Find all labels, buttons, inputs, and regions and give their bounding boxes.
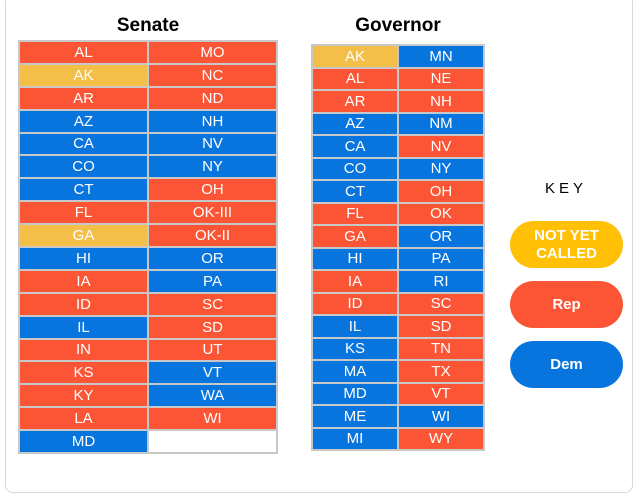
governor-cell-oh: OH: [399, 181, 483, 202]
senate-cell-az: AZ: [20, 110, 147, 132]
senate-cell-in: IN: [20, 339, 147, 361]
senate-cell-hi: HI: [20, 248, 147, 269]
senate-title: Senate: [116, 15, 180, 36]
governor-cell-ok: OK: [399, 203, 483, 224]
governor-cell-id: ID: [313, 293, 397, 314]
governor-cell-ct: CT: [313, 181, 397, 202]
governor-cell-fl: FL: [313, 203, 397, 224]
senate-cell-il: IL: [20, 316, 147, 338]
governor-cell-al: AL: [313, 68, 397, 89]
governor-cell-az: AZ: [313, 113, 397, 134]
key-dem: Dem: [510, 341, 623, 388]
governor-cell-nv: NV: [399, 136, 483, 157]
governor-cell-ny: NY: [399, 158, 483, 179]
key-rep: Rep: [510, 281, 623, 328]
senate-cell-md: MD: [20, 431, 147, 452]
governor-cell-or: OR: [399, 226, 483, 247]
senate-cell-vt: VT: [149, 362, 276, 384]
governor-cell-wy: WY: [399, 428, 483, 449]
senate-cell-co: CO: [20, 156, 147, 178]
governor-cell-co: CO: [313, 158, 397, 179]
senate-cell-ny: NY: [149, 156, 276, 178]
governor-cell-mn: MN: [399, 46, 483, 67]
senate-cell-fl: FL: [20, 202, 147, 224]
senate-cell-ks: KS: [20, 362, 147, 384]
governor-cell-ks: KS: [313, 338, 397, 359]
governor-cell-ia: IA: [313, 271, 397, 292]
governor-cell-hi: HI: [313, 248, 397, 269]
governor-cell-ca: CA: [313, 136, 397, 157]
senate-cell-id: ID: [20, 293, 147, 315]
senate-cell-pa: PA: [149, 270, 276, 292]
senate-cell-oh: OH: [149, 179, 276, 201]
senate-cell-nh: NH: [149, 110, 276, 132]
key-not-yet-called: NOT YET CALLED: [510, 221, 623, 268]
senate-cell-ga: GA: [20, 225, 147, 246]
senate-cell-ia: IA: [20, 270, 147, 292]
governor-cell-ma: MA: [313, 361, 397, 382]
senate-cell-ok-ii: OK-II: [149, 225, 276, 246]
senate-cell-mo: MO: [149, 42, 276, 63]
senate-cell-sd: SD: [149, 316, 276, 338]
senate-cell-ak: AK: [20, 64, 147, 86]
senate-cell-ky: KY: [20, 385, 147, 407]
governor-cell-tx: TX: [399, 361, 483, 382]
governor-cell-md: MD: [313, 383, 397, 404]
senate-cell-ca: CA: [20, 133, 147, 155]
senate-cell-al: AL: [20, 42, 147, 63]
governor-cell-ne: NE: [399, 68, 483, 89]
key-title: KEY: [544, 180, 587, 197]
senate-cell-wi: WI: [149, 408, 276, 430]
governor-table: AK MN AL NE AR NH AZ NM CA NV CO NY CT OH FL OK GA OR HI PA…: [311, 44, 485, 451]
senate-cell-ut: UT: [149, 339, 276, 361]
governor-cell-ri: RI: [399, 271, 483, 292]
governor-cell-nh: NH: [399, 91, 483, 112]
senate-table: AL MO AK NC AR ND AZ NH CA NV CO NY CT OH FL OK-III GA OK…: [18, 40, 278, 454]
governor-cell-sd: SD: [399, 316, 483, 337]
senate-cell-nv: NV: [149, 133, 276, 155]
governor-cell-nm: NM: [399, 113, 483, 134]
senate-cell-la: LA: [20, 408, 147, 430]
governor-cell-me: ME: [313, 406, 397, 427]
governor-cell-mi: MI: [313, 428, 397, 449]
governor-title: Governor: [355, 15, 441, 36]
governor-cell-ga: GA: [313, 226, 397, 247]
governor-cell-il: IL: [313, 316, 397, 337]
senate-cell-ct: CT: [20, 179, 147, 201]
senate-cell-wa: WA: [149, 385, 276, 407]
governor-cell-pa: PA: [399, 248, 483, 269]
governor-cell-ar: AR: [313, 91, 397, 112]
senate-cell-or: OR: [149, 248, 276, 269]
senate-cell-nd: ND: [149, 87, 276, 109]
senate-cell-ok-iii: OK-III: [149, 202, 276, 224]
governor-cell-sc: SC: [399, 293, 483, 314]
governor-cell-tn: TN: [399, 338, 483, 359]
senate-cell-sc: SC: [149, 293, 276, 315]
senate-cell-empty: [149, 431, 276, 452]
senate-cell-nc: NC: [149, 64, 276, 86]
governor-cell-wi: WI: [399, 406, 483, 427]
governor-cell-ak: AK: [313, 46, 397, 67]
chart-frame: [5, 0, 633, 493]
governor-cell-vt: VT: [399, 383, 483, 404]
senate-cell-ar: AR: [20, 87, 147, 109]
